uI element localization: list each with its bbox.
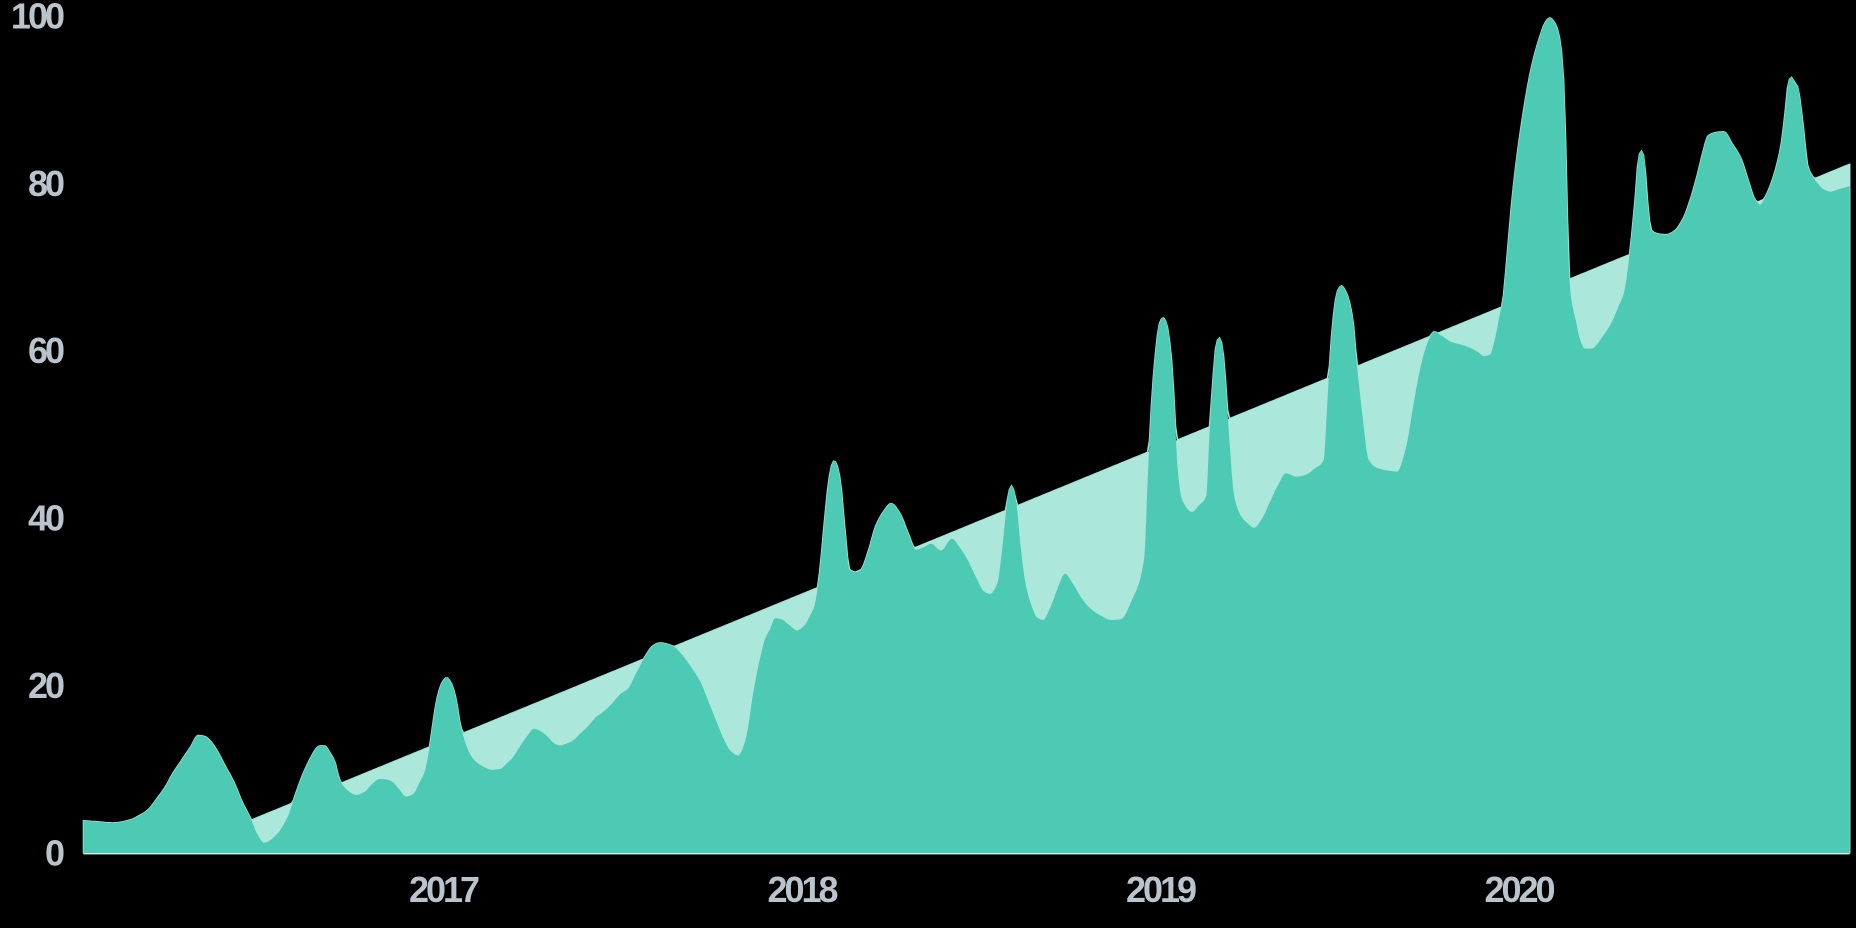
svg-text:2020: 2020 bbox=[1484, 869, 1554, 910]
svg-text:60: 60 bbox=[28, 330, 64, 371]
svg-text:0: 0 bbox=[45, 832, 64, 873]
svg-text:40: 40 bbox=[28, 498, 64, 539]
svg-text:2018: 2018 bbox=[767, 869, 837, 910]
svg-text:20: 20 bbox=[28, 665, 64, 706]
svg-text:2019: 2019 bbox=[1126, 869, 1196, 910]
svg-text:2017: 2017 bbox=[409, 869, 479, 910]
svg-text:80: 80 bbox=[28, 163, 64, 204]
svg-text:100: 100 bbox=[11, 0, 64, 36]
